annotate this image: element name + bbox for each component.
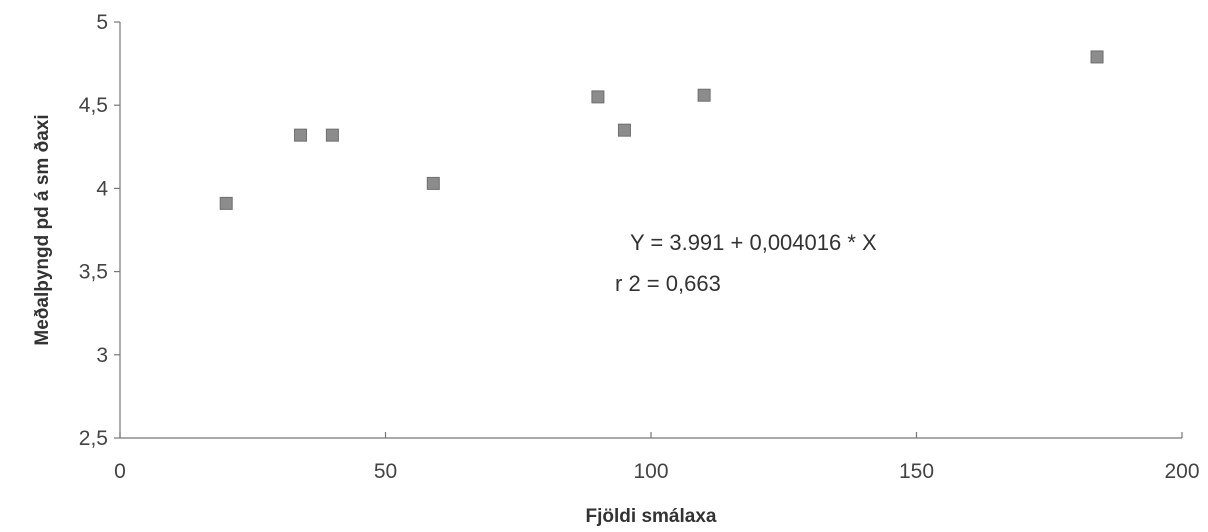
data-point <box>294 128 308 142</box>
x-tick-label: 100 <box>633 460 668 483</box>
regression-equation: Y = 3.991 + 0,004016 * X <box>630 230 877 255</box>
data-point <box>219 196 233 210</box>
y-tick-label: 5 <box>96 11 108 34</box>
x-tick-label: 0 <box>114 460 126 483</box>
y-tick-label: 3,5 <box>79 261 108 284</box>
x-axis-title: Fjöldi smálaxa <box>586 506 717 527</box>
y-axis-title: Meðalþyngd pd á sm ðaxi <box>32 114 53 345</box>
data-point <box>1090 50 1104 64</box>
x-tick-label: 200 <box>1164 460 1199 483</box>
y-tick-label: 4 <box>96 177 108 200</box>
data-point <box>591 90 605 104</box>
x-tick-group: 0 50 100 150 200 <box>114 432 1200 483</box>
x-tick-label: 150 <box>899 460 934 483</box>
data-point <box>697 88 711 102</box>
y-tick-group: 2,5 3 3,5 4 4,5 5 <box>79 11 120 450</box>
data-point <box>617 123 631 137</box>
data-point <box>325 128 339 142</box>
r-squared-annotation: r 2 = 0,663 <box>615 271 721 296</box>
data-points <box>219 50 1104 210</box>
y-tick-label: 2,5 <box>79 427 108 450</box>
y-tick-label: 3 <box>96 344 108 367</box>
x-tick-label: 50 <box>374 460 397 483</box>
y-tick-label: 4,5 <box>79 94 108 117</box>
data-point <box>426 176 440 190</box>
